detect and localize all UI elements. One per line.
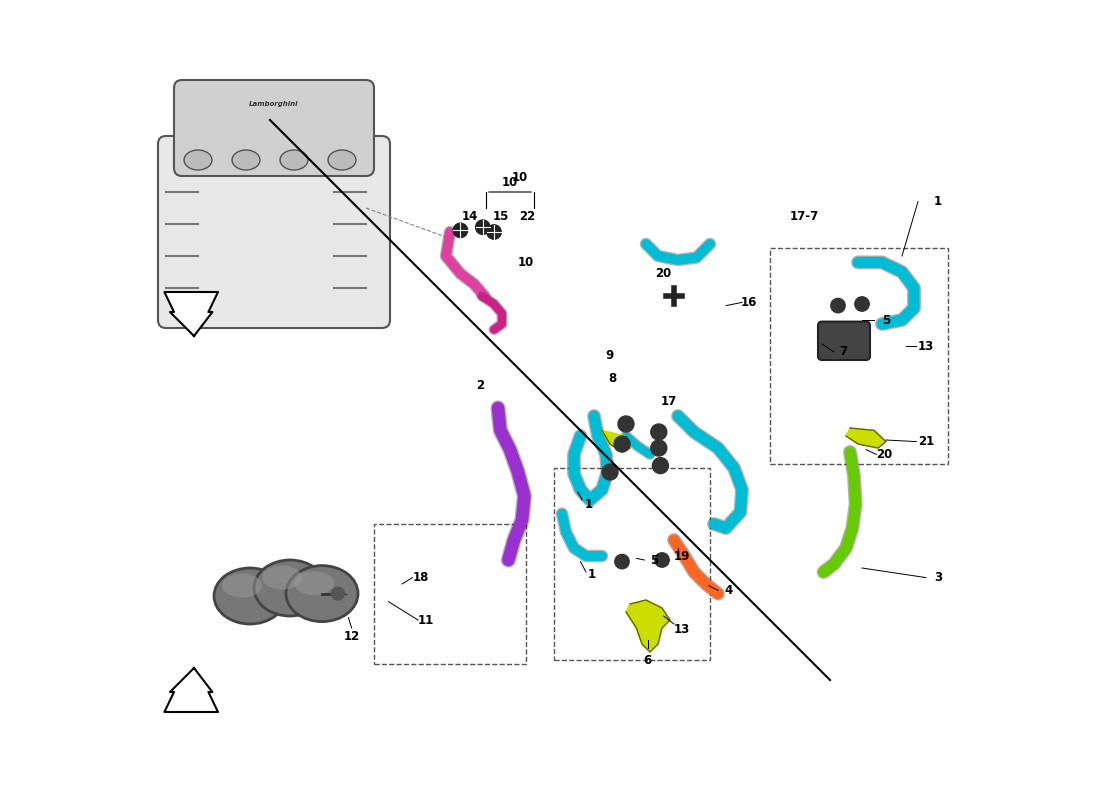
Circle shape: [487, 225, 502, 239]
Polygon shape: [626, 600, 670, 652]
Text: 3: 3: [934, 571, 942, 584]
Text: 22: 22: [519, 210, 536, 222]
Circle shape: [453, 223, 468, 238]
Ellipse shape: [222, 574, 262, 598]
Text: 10: 10: [502, 176, 518, 189]
Text: 20: 20: [877, 448, 892, 461]
Circle shape: [651, 424, 667, 440]
Circle shape: [602, 464, 618, 480]
Text: 14: 14: [462, 210, 478, 222]
Circle shape: [830, 298, 845, 313]
Text: 21: 21: [917, 435, 934, 448]
Text: 19: 19: [674, 550, 690, 562]
FancyBboxPatch shape: [818, 322, 870, 360]
Text: 16: 16: [740, 296, 757, 309]
Ellipse shape: [280, 150, 308, 170]
Text: 10: 10: [518, 256, 535, 269]
Bar: [374, 524, 526, 664]
Circle shape: [654, 553, 669, 567]
Bar: [770, 248, 948, 464]
Text: 2: 2: [476, 379, 484, 392]
Text: 11: 11: [418, 614, 434, 626]
Ellipse shape: [294, 571, 334, 595]
Circle shape: [652, 458, 669, 474]
Circle shape: [651, 440, 667, 456]
Ellipse shape: [262, 566, 303, 590]
Text: 5: 5: [650, 554, 658, 566]
FancyBboxPatch shape: [158, 136, 390, 328]
Circle shape: [615, 554, 629, 569]
Text: 6: 6: [644, 654, 651, 666]
Circle shape: [475, 220, 490, 234]
Text: 13: 13: [917, 340, 934, 353]
Text: 10: 10: [512, 171, 528, 184]
Polygon shape: [164, 292, 218, 336]
FancyBboxPatch shape: [174, 80, 374, 176]
Text: 8: 8: [608, 372, 616, 385]
Polygon shape: [846, 428, 886, 448]
Ellipse shape: [254, 560, 326, 616]
Text: 17-7: 17-7: [790, 210, 820, 222]
Text: 17: 17: [660, 395, 676, 408]
Text: 20: 20: [656, 267, 672, 280]
Text: 5: 5: [882, 314, 890, 326]
Circle shape: [331, 587, 344, 600]
Text: 12: 12: [343, 630, 360, 642]
Ellipse shape: [232, 150, 260, 170]
Ellipse shape: [184, 150, 212, 170]
Text: 1: 1: [587, 568, 596, 581]
Ellipse shape: [214, 568, 286, 624]
Circle shape: [855, 297, 869, 311]
Text: 7: 7: [839, 346, 848, 358]
Text: 13: 13: [674, 623, 690, 636]
Ellipse shape: [328, 150, 356, 170]
Ellipse shape: [286, 566, 358, 622]
Polygon shape: [602, 430, 630, 452]
Text: 1: 1: [934, 195, 942, 208]
Text: 18: 18: [412, 571, 429, 584]
Polygon shape: [164, 668, 218, 712]
Bar: [554, 468, 710, 660]
Text: 1: 1: [584, 498, 593, 510]
Text: 15: 15: [492, 210, 508, 222]
Circle shape: [614, 436, 630, 452]
Text: Lamborghini: Lamborghini: [250, 101, 299, 107]
Text: 9: 9: [606, 350, 614, 362]
Circle shape: [618, 416, 634, 432]
Text: 4: 4: [724, 584, 733, 597]
